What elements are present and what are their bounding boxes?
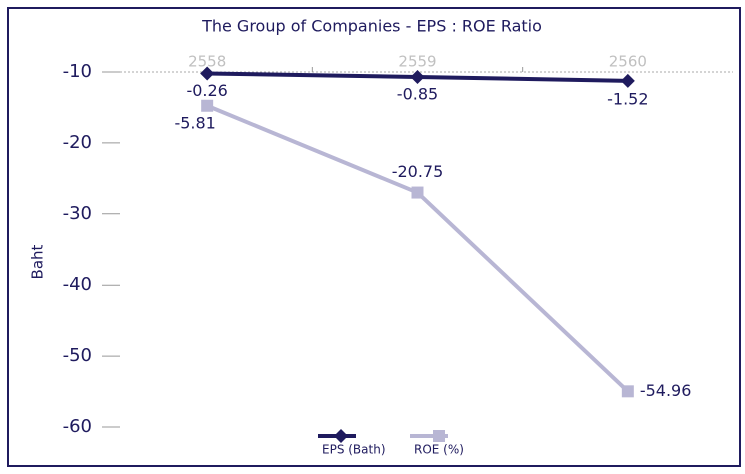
point	[621, 385, 634, 398]
y-tick-label: -10	[63, 61, 92, 82]
y-tick-label: -50	[63, 345, 92, 366]
point	[201, 99, 214, 112]
data-label: -5.81	[174, 113, 215, 132]
point	[410, 69, 425, 84]
x-tick-label: 2559	[398, 53, 436, 71]
legend-label: ROE (%)	[414, 443, 464, 457]
point	[411, 186, 424, 199]
y-axis-label: Baht	[29, 244, 47, 279]
y-tick-label: -40	[63, 274, 92, 295]
chart-frame	[7, 7, 741, 467]
y-tick-label: -20	[63, 132, 92, 153]
data-label: -0.26	[186, 81, 227, 100]
x-tick-label: 2558	[188, 53, 226, 71]
legend-marker	[334, 429, 348, 443]
data-label: -54.96	[640, 381, 692, 400]
data-label: -20.75	[392, 162, 444, 181]
point	[200, 66, 215, 81]
chart-title: The Group of Companies - EPS : ROE Ratio	[201, 17, 542, 36]
point	[620, 73, 635, 88]
x-tick-label: 2560	[609, 53, 647, 71]
y-tick-label: -60	[63, 416, 92, 437]
data-label: -1.52	[607, 89, 648, 108]
legend-marker	[433, 430, 445, 442]
legend-label: EPS (Bath)	[322, 443, 386, 457]
data-label: -0.85	[397, 84, 438, 103]
y-tick-label: -30	[63, 203, 92, 224]
